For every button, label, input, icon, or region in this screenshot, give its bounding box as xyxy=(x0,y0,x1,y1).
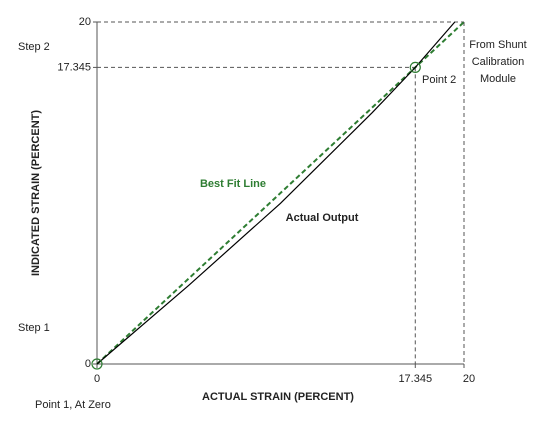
series-label: Actual Output xyxy=(286,212,359,224)
series-line xyxy=(96,21,456,365)
x-tick-label: 0 xyxy=(94,373,100,385)
point-marker xyxy=(91,358,103,370)
y-tick-label: 20 xyxy=(79,16,91,28)
annotation: From Shunt xyxy=(469,39,526,51)
annotation: Module xyxy=(480,73,516,85)
y-tick-label: 17.345 xyxy=(57,61,91,73)
x-tick-label: 20 xyxy=(463,373,475,385)
y-tick-label: 0 xyxy=(85,358,91,370)
annotation: Point 1, At Zero xyxy=(35,399,111,411)
annotation: Step 1 xyxy=(18,322,50,334)
x-tick-label: 17.345 xyxy=(398,373,432,385)
y-axis-title: INDICATED STRAIN (PERCENT) xyxy=(30,110,42,276)
x-axis-title: ACTUAL STRAIN (PERCENT) xyxy=(202,391,354,403)
annotation: Step 2 xyxy=(18,41,50,53)
annotation: Point 2 xyxy=(422,74,456,86)
series-line xyxy=(96,21,465,365)
series-label: Best Fit Line xyxy=(200,178,266,190)
point-marker xyxy=(409,61,421,74)
annotation: Calibration xyxy=(472,56,525,68)
